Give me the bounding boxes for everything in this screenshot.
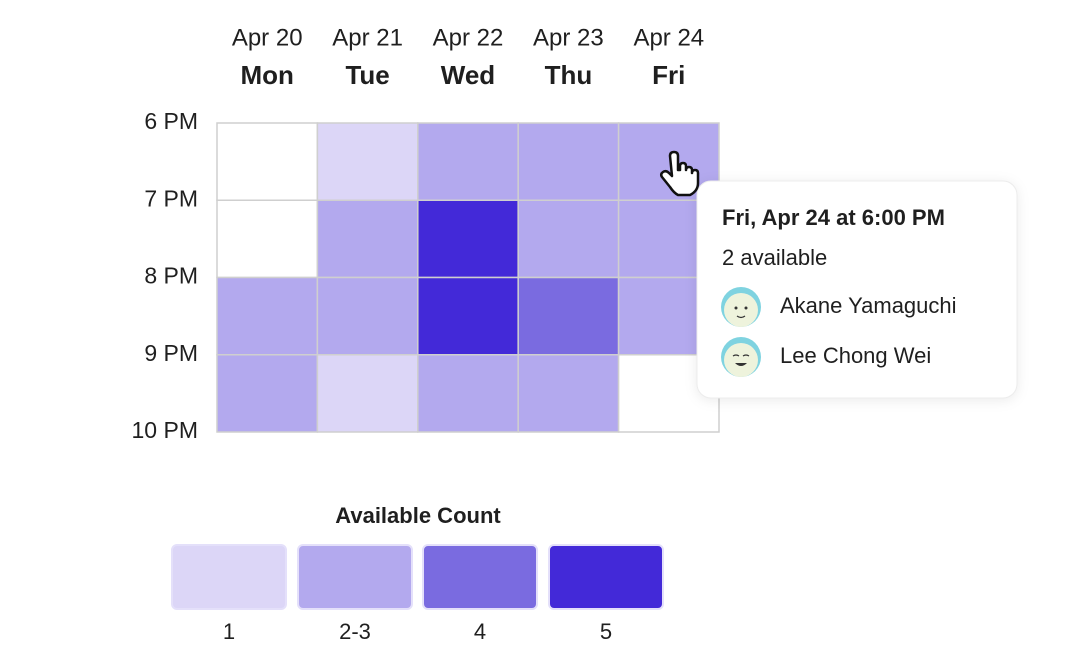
heatmap: Apr 20 Mon Apr 21 Tue Apr 22 Wed Apr 23 Thu Apr … [132, 24, 720, 443]
heat-cell [216, 122, 319, 201]
legend-swatch [171, 544, 287, 610]
heat-cell [417, 122, 519, 201]
day-label: Thu [545, 60, 593, 90]
legend-label: 4 [474, 619, 486, 644]
date-label: Apr 21 [332, 24, 403, 51]
heat-cell [216, 354, 319, 433]
person-name: Akane Yamaguchi [780, 293, 957, 318]
heat-cell [316, 276, 419, 356]
legend-swatch [297, 544, 413, 610]
date-label: Apr 24 [633, 24, 704, 51]
legend-label: 5 [600, 619, 612, 644]
tooltip-title: Fri, Apr 24 at 6:00 PM [722, 205, 945, 230]
date-label: Apr 20 [232, 24, 303, 51]
heat-cell [517, 354, 620, 433]
legend: Available Count 1 2-3 4 5 [171, 503, 664, 644]
heat-cell [316, 199, 419, 279]
avatar [721, 287, 761, 327]
day-label: Fri [652, 60, 685, 90]
heat-cell [216, 276, 319, 356]
tooltip-subtitle: 2 available [722, 245, 827, 270]
heat-cell [417, 354, 519, 433]
heat-cell [517, 122, 620, 201]
cursor [659, 150, 700, 197]
heat-cell [417, 199, 519, 279]
heat-cell [517, 276, 620, 356]
legend-label: 2-3 [339, 619, 371, 644]
time-label: 8 PM [144, 263, 198, 289]
heat-cell [517, 199, 620, 279]
time-label: 9 PM [144, 340, 198, 366]
time-label: 10 PM [132, 417, 198, 443]
heat-cell [316, 354, 419, 433]
legend-label: 1 [223, 619, 235, 644]
date-label: Apr 22 [433, 24, 504, 51]
person-name: Lee Chong Wei [780, 343, 931, 368]
day-label: Mon [240, 60, 293, 90]
time-label: 7 PM [144, 185, 198, 211]
day-label: Tue [345, 60, 389, 90]
avatar [721, 337, 761, 377]
tooltip: Fri, Apr 24 at 6:00 PM 2 available Akane… [696, 180, 1018, 399]
time-label: 6 PM [144, 108, 198, 134]
heat-cell [417, 276, 519, 356]
heat-cell [216, 199, 319, 279]
legend-swatch [422, 544, 538, 610]
legend-title: Available Count [335, 503, 501, 528]
date-label: Apr 23 [533, 24, 604, 51]
tooltip-box [696, 180, 1018, 399]
day-label: Wed [441, 60, 495, 90]
legend-swatch [548, 544, 664, 610]
heat-cell [316, 122, 419, 201]
